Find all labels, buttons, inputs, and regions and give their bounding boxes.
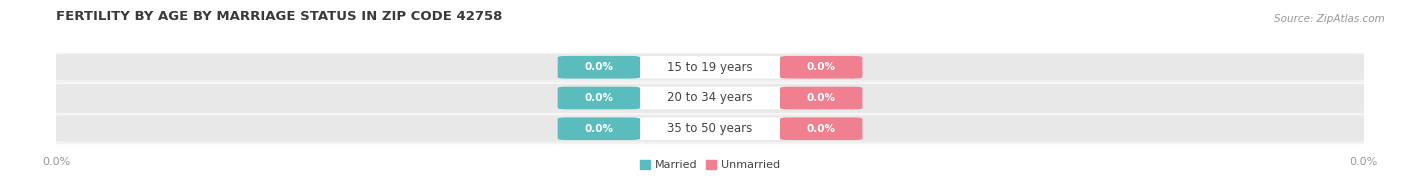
FancyBboxPatch shape bbox=[623, 87, 797, 109]
Text: 0.0%: 0.0% bbox=[807, 124, 835, 134]
FancyBboxPatch shape bbox=[623, 56, 797, 79]
FancyBboxPatch shape bbox=[55, 54, 1365, 80]
FancyBboxPatch shape bbox=[780, 87, 862, 109]
Text: 0.0%: 0.0% bbox=[807, 93, 835, 103]
Bar bbox=[56, 114, 1364, 143]
Text: 0.0%: 0.0% bbox=[585, 93, 613, 103]
Text: 0.0%: 0.0% bbox=[585, 62, 613, 72]
FancyBboxPatch shape bbox=[55, 85, 1365, 111]
FancyBboxPatch shape bbox=[780, 117, 862, 140]
FancyBboxPatch shape bbox=[558, 117, 640, 140]
FancyBboxPatch shape bbox=[780, 56, 862, 79]
Text: 15 to 19 years: 15 to 19 years bbox=[668, 61, 752, 74]
FancyBboxPatch shape bbox=[558, 56, 640, 79]
Text: 0.0%: 0.0% bbox=[807, 62, 835, 72]
Bar bbox=[56, 84, 1364, 112]
Legend: Married, Unmarried: Married, Unmarried bbox=[636, 156, 785, 175]
FancyBboxPatch shape bbox=[55, 116, 1365, 142]
Text: 0.0%: 0.0% bbox=[585, 124, 613, 134]
FancyBboxPatch shape bbox=[623, 117, 797, 140]
Text: Source: ZipAtlas.com: Source: ZipAtlas.com bbox=[1274, 14, 1385, 24]
Text: 35 to 50 years: 35 to 50 years bbox=[668, 122, 752, 135]
FancyBboxPatch shape bbox=[558, 87, 640, 109]
Text: FERTILITY BY AGE BY MARRIAGE STATUS IN ZIP CODE 42758: FERTILITY BY AGE BY MARRIAGE STATUS IN Z… bbox=[56, 10, 502, 23]
Bar bbox=[56, 53, 1364, 82]
Text: 20 to 34 years: 20 to 34 years bbox=[668, 92, 752, 104]
